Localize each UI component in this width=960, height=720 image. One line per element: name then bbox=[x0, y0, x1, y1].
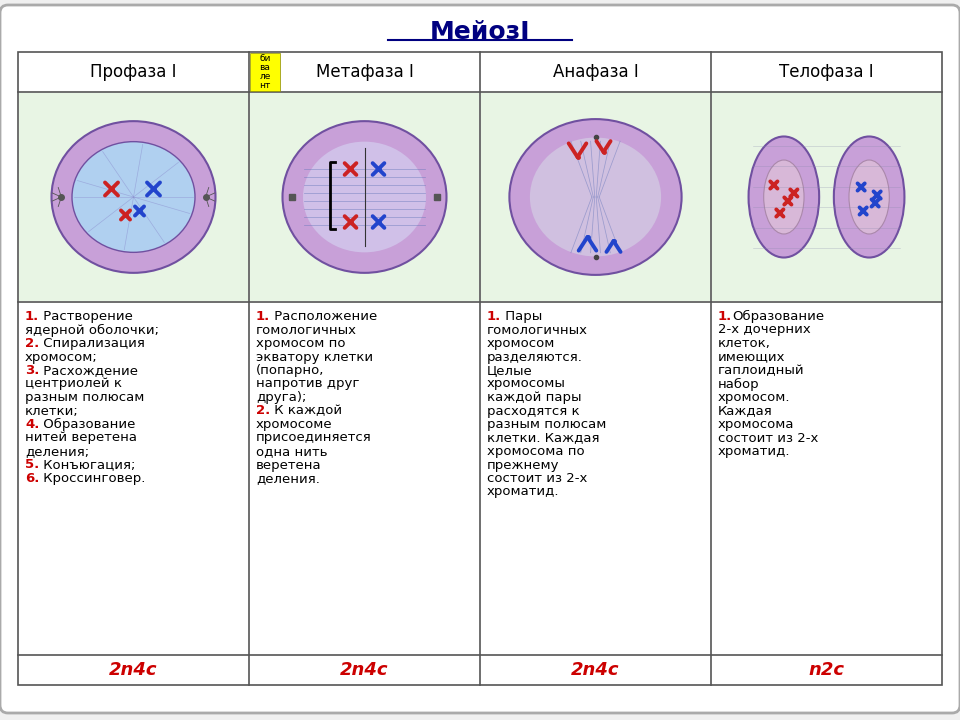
Text: гаплоидный: гаплоидный bbox=[718, 364, 804, 377]
Text: би
ва
ле
нт: би ва ле нт bbox=[259, 54, 271, 90]
Text: имеющих: имеющих bbox=[718, 351, 785, 364]
Text: 6.: 6. bbox=[25, 472, 39, 485]
Text: хромосом: хромосом bbox=[487, 337, 556, 350]
Text: 1.: 1. bbox=[487, 310, 501, 323]
Text: центриолей к: центриолей к bbox=[25, 377, 122, 390]
Text: каждой пары: каждой пары bbox=[487, 391, 582, 404]
Text: хромосоме: хромосоме bbox=[256, 418, 332, 431]
Text: разделяются.: разделяются. bbox=[487, 351, 583, 364]
Text: гомологичных: гомологичных bbox=[256, 323, 357, 336]
Text: Образование: Образование bbox=[732, 310, 824, 323]
Text: 2-х дочерних: 2-х дочерних bbox=[718, 323, 811, 336]
Text: гомологичных: гомологичных bbox=[487, 323, 588, 336]
Text: МейозI: МейозI bbox=[430, 20, 530, 44]
Text: прежнему: прежнему bbox=[487, 459, 560, 472]
Ellipse shape bbox=[52, 121, 215, 273]
Text: присоединяется: присоединяется bbox=[256, 431, 372, 444]
Text: 3.: 3. bbox=[25, 364, 39, 377]
Bar bbox=[250, 53, 280, 91]
Text: хромосом.: хромосом. bbox=[718, 391, 790, 404]
Text: Кроссинговер.: Кроссинговер. bbox=[39, 472, 145, 485]
FancyBboxPatch shape bbox=[0, 5, 960, 713]
Text: набор: набор bbox=[718, 377, 759, 390]
Bar bbox=[481, 93, 710, 301]
Text: Каждая: Каждая bbox=[718, 405, 773, 418]
Text: 1.: 1. bbox=[718, 310, 732, 323]
Ellipse shape bbox=[749, 137, 819, 258]
Text: Расхождение: Расхождение bbox=[39, 364, 138, 377]
Text: 1.: 1. bbox=[256, 310, 271, 323]
Text: разным полюсам: разным полюсам bbox=[487, 418, 607, 431]
Bar bbox=[250, 93, 479, 301]
Text: ядерной оболочки;: ядерной оболочки; bbox=[25, 323, 159, 336]
Text: Конъюгация;: Конъюгация; bbox=[39, 459, 135, 472]
Text: Профаза I: Профаза I bbox=[90, 63, 177, 81]
Bar bbox=[19, 93, 248, 301]
Text: (попарно,: (попарно, bbox=[256, 364, 324, 377]
Bar bbox=[712, 93, 941, 301]
Text: экватору клетки: экватору клетки bbox=[256, 351, 373, 364]
Text: клеток,: клеток, bbox=[718, 337, 771, 350]
Text: Целые: Целые bbox=[487, 364, 533, 377]
Text: Анафаза I: Анафаза I bbox=[553, 63, 638, 81]
Text: хромосомы: хромосомы bbox=[487, 377, 565, 390]
Ellipse shape bbox=[282, 121, 446, 273]
Ellipse shape bbox=[72, 142, 195, 252]
Text: 2n4c: 2n4c bbox=[109, 661, 157, 679]
Text: К каждой: К каждой bbox=[270, 405, 342, 418]
Text: 5.: 5. bbox=[25, 459, 39, 472]
Text: нитей веретена: нитей веретена bbox=[25, 431, 137, 444]
Text: хромосома по: хромосома по bbox=[487, 445, 585, 458]
Ellipse shape bbox=[303, 142, 426, 252]
Text: Растворение: Растворение bbox=[39, 310, 132, 323]
Text: хромосом по: хромосом по bbox=[256, 337, 346, 350]
Text: 2n4c: 2n4c bbox=[340, 661, 389, 679]
Text: друга);: друга); bbox=[256, 391, 306, 404]
Text: клетки;: клетки; bbox=[25, 405, 79, 418]
Text: хромосома: хромосома bbox=[718, 418, 795, 431]
Text: одна нить: одна нить bbox=[256, 445, 327, 458]
Text: состоит из 2-х: состоит из 2-х bbox=[718, 431, 818, 444]
Bar bbox=[18, 52, 942, 685]
Text: 1.: 1. bbox=[25, 310, 39, 323]
Ellipse shape bbox=[530, 138, 661, 256]
Text: напротив друг: напротив друг bbox=[256, 377, 359, 390]
Text: 2n4c: 2n4c bbox=[571, 661, 620, 679]
Ellipse shape bbox=[849, 160, 889, 234]
Text: Расположение: Расположение bbox=[270, 310, 377, 323]
Text: n2c: n2c bbox=[808, 661, 845, 679]
Text: 2.: 2. bbox=[25, 337, 39, 350]
Text: 4.: 4. bbox=[25, 418, 39, 431]
Ellipse shape bbox=[764, 160, 804, 234]
Text: клетки. Каждая: клетки. Каждая bbox=[487, 431, 599, 444]
Text: деления.: деления. bbox=[256, 472, 320, 485]
Text: веретена: веретена bbox=[256, 459, 322, 472]
Text: деления;: деления; bbox=[25, 445, 89, 458]
Text: хроматид.: хроматид. bbox=[718, 445, 790, 458]
Text: хромосом;: хромосом; bbox=[25, 351, 98, 364]
Text: Метафаза I: Метафаза I bbox=[316, 63, 414, 81]
Text: 2.: 2. bbox=[256, 405, 271, 418]
Text: хроматид.: хроматид. bbox=[487, 485, 560, 498]
Ellipse shape bbox=[510, 119, 682, 275]
Text: Телофаза I: Телофаза I bbox=[780, 63, 874, 81]
Ellipse shape bbox=[834, 137, 904, 258]
Text: Спирализация: Спирализация bbox=[39, 337, 145, 350]
Text: расходятся к: расходятся к bbox=[487, 405, 580, 418]
Text: разным полюсам: разным полюсам bbox=[25, 391, 144, 404]
Text: состоит из 2-х: состоит из 2-х bbox=[487, 472, 588, 485]
Text: Образование: Образование bbox=[39, 418, 135, 431]
Text: Пары: Пары bbox=[501, 310, 542, 323]
